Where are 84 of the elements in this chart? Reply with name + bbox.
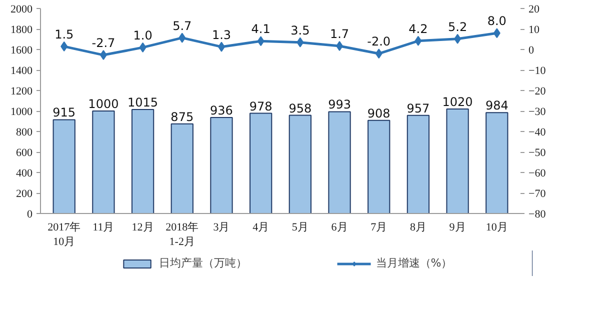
x-tick-label: 11月: [92, 222, 114, 234]
data-label: 1020: [442, 94, 473, 109]
point: [336, 41, 344, 52]
x-tick-label: 9月: [449, 222, 466, 234]
x-tick-label: 5月: [292, 222, 308, 234]
data-label: 993: [328, 98, 351, 112]
data-label: 1015: [128, 95, 158, 110]
y2-tick-label: −20: [528, 86, 546, 98]
point: [454, 34, 462, 44]
bar: [210, 117, 233, 214]
x-tick-label: 2017年 10月: [48, 222, 81, 248]
x-tick-label: 3月: [213, 222, 230, 234]
y2-tick-label: −70: [528, 188, 546, 200]
y-tick-label: 800: [16, 126, 33, 138]
point: [60, 41, 68, 52]
data-label: 1.5: [54, 27, 74, 42]
legend-label: 当月增速（%）: [376, 256, 452, 270]
x-tick-label: 7月: [370, 222, 388, 234]
y2-tick-label: −80: [528, 208, 546, 220]
y-tick-label: 1800: [10, 24, 33, 36]
x-tick-label: 4月: [252, 222, 270, 234]
point: [139, 42, 146, 52]
bar: [446, 108, 469, 214]
bar: [52, 119, 76, 214]
y2-tick-label: −50: [528, 147, 546, 159]
data-label: 4.2: [408, 22, 428, 36]
bar: [486, 112, 508, 214]
x-tick-label: 8月: [410, 222, 426, 234]
y-tick-label: 2000: [10, 4, 33, 16]
y2-tick-label: −60: [528, 168, 546, 180]
y-tick-label: 400: [16, 168, 33, 180]
y-tick-label: 1600: [10, 44, 33, 56]
data-label: -2.0: [367, 34, 391, 49]
y2-tick-label: −10: [528, 65, 546, 77]
point: [257, 36, 264, 46]
data-label: 1.3: [212, 28, 232, 42]
y2-tick-label: 20: [528, 4, 540, 16]
data-label: 1.7: [330, 27, 350, 42]
y-tick-label: 1400: [10, 65, 33, 77]
data-label: 908: [367, 106, 390, 120]
point: [100, 50, 107, 60]
data-label: 3.5: [290, 23, 310, 38]
data-label: 1.0: [133, 28, 152, 42]
y-tick-label: 1000: [10, 106, 33, 118]
x-tick-label: 6月: [331, 222, 348, 234]
bar: [288, 114, 312, 214]
x-tick-label: 12月: [132, 222, 154, 234]
bar: [406, 114, 430, 214]
bar: [131, 108, 154, 214]
x-tick-label: 2018年 1-2月: [166, 222, 199, 248]
bar: [250, 112, 272, 214]
y2-tick-label: 0: [528, 44, 534, 56]
bar: [368, 120, 390, 214]
y2-tick-label: −30: [528, 106, 546, 118]
bar: [328, 111, 351, 214]
data-label: 984: [485, 98, 508, 113]
data-label: 4.1: [251, 22, 270, 36]
point: [493, 28, 500, 38]
legend-label: 日均产量（万吨）: [158, 256, 247, 270]
data-label: 1000: [88, 97, 119, 111]
data-label: 5.7: [172, 18, 192, 33]
y-tick-label: 0: [27, 208, 33, 220]
bar: [170, 123, 194, 214]
point: [414, 36, 422, 46]
data-label: 8.0: [487, 14, 506, 28]
x-tick-label: 10月: [486, 222, 508, 234]
point: [296, 37, 304, 48]
point: [218, 42, 225, 52]
data-label: 978: [249, 99, 272, 114]
y-tick-label: 200: [16, 188, 33, 200]
bar: [92, 110, 115, 214]
data-label: 958: [288, 101, 312, 116]
data-label: 5.2: [448, 20, 468, 34]
data-label: 915: [52, 106, 76, 120]
y-tick-label: 600: [16, 147, 33, 159]
point: [178, 32, 186, 43]
y2-tick-label: 10: [528, 24, 540, 36]
y2-tick-label: −40: [528, 126, 546, 138]
data-label: 957: [406, 101, 430, 116]
data-label: -2.7: [92, 36, 116, 50]
point: [375, 48, 382, 59]
data-label: 936: [210, 104, 233, 118]
data-label: 875: [170, 110, 194, 124]
y-tick-label: 1200: [10, 86, 33, 98]
